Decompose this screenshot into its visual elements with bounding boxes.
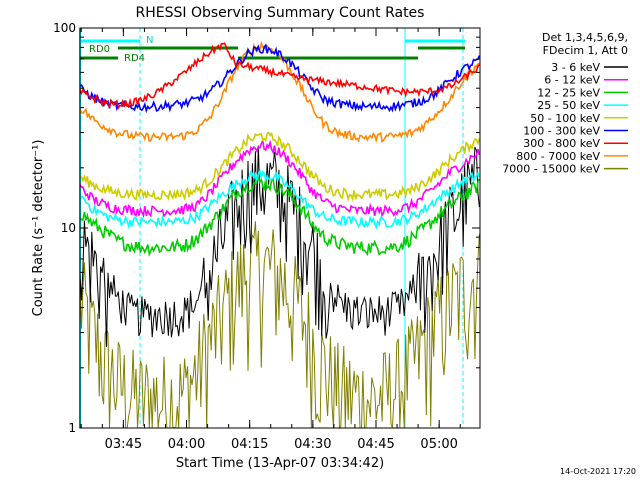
- series-line-50-100-kev: [79, 131, 481, 202]
- series-line-100-300-kev: [79, 43, 481, 114]
- x-tick-label: 04:00: [168, 437, 205, 452]
- annotation-rd0: RD0: [89, 44, 110, 55]
- x-tick-label: 04:45: [357, 437, 394, 452]
- legend-label: 100 - 300 keV: [523, 125, 600, 138]
- y-axis: 1 10 100: [53, 21, 480, 435]
- legend-label: 300 - 800 keV: [523, 137, 600, 150]
- legend-header-line1: Det 1,3,4,5,6,9,: [542, 31, 628, 44]
- series-line-6-12-kev: [79, 138, 481, 219]
- chart-title: RHESSI Observing Summary Count Rates: [136, 5, 425, 21]
- series-group: [79, 40, 481, 430]
- y-tick-label: 10: [61, 221, 76, 235]
- legend-label: 3 - 6 keV: [551, 61, 600, 74]
- legend-label: 25 - 50 keV: [537, 99, 600, 112]
- x-axis: 03:45 04:00 04:15 04:30 04:45 05:00: [80, 28, 461, 452]
- series-line-25-50-kev: [79, 168, 481, 230]
- series-line-7000-15000-kev: [79, 221, 480, 430]
- y-tick-label: 1: [68, 421, 76, 435]
- x-tick-label: 04:15: [231, 437, 268, 452]
- y-axis-title: Count Rate (s⁻¹ detector⁻¹): [31, 140, 46, 317]
- annotation-n: N: [146, 35, 153, 46]
- legend-label: 12 - 25 keV: [537, 86, 600, 99]
- series-line-12-25-kev: [79, 176, 481, 257]
- series-line-3-6-kev: [79, 145, 480, 348]
- legend-label: 7000 - 15000 keV: [502, 163, 600, 176]
- legend-label: 800 - 7000 keV: [516, 150, 600, 163]
- footer-date: 14-Oct-2021 17:20: [560, 467, 636, 476]
- indicator-lines: [79, 28, 465, 428]
- x-tick-label: 05:00: [420, 437, 457, 452]
- x-axis-title: Start Time (13-Apr-07 03:34:42): [176, 456, 384, 471]
- y-tick-label: 100: [53, 21, 76, 35]
- x-tick-label: 03:45: [105, 437, 142, 452]
- series-line-300-800-kev: [79, 42, 480, 110]
- x-tick-label: 04:30: [294, 437, 331, 452]
- series-line-800-7000-kev: [79, 40, 480, 144]
- annotation-rd4: RD4: [124, 53, 145, 64]
- legend-header-line2: FDecim 1, Att 0: [543, 44, 628, 57]
- legend-label: 50 - 100 keV: [530, 112, 600, 125]
- legend-label: 6 - 12 keV: [544, 74, 600, 87]
